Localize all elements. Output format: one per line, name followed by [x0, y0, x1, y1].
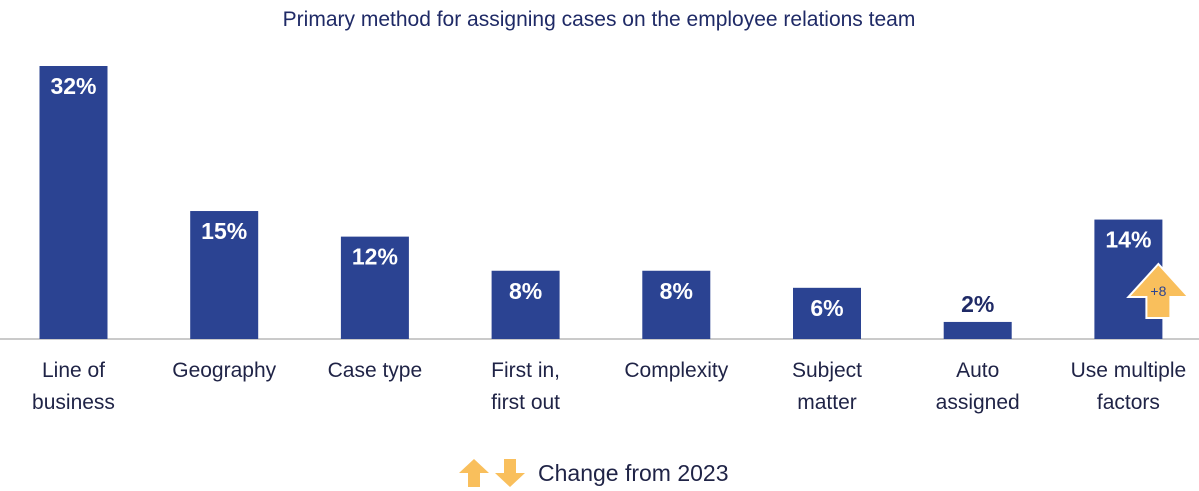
bar-value-label: 6% — [810, 295, 843, 321]
bars-group — [39, 66, 1163, 339]
arrow-up-icon — [459, 459, 489, 487]
legend: Change from 2023 — [458, 455, 729, 491]
bar-value-label: 15% — [201, 218, 247, 244]
bar — [491, 270, 560, 339]
bar-value-label: 32% — [50, 73, 96, 99]
bar — [190, 211, 259, 339]
category-label: Line of — [42, 359, 105, 382]
bar — [793, 287, 861, 339]
bar-value-label: 12% — [352, 244, 398, 270]
category-label: Geography — [172, 359, 276, 382]
legend-icons — [458, 458, 526, 488]
category-label: First in, — [491, 359, 560, 382]
bar-value-label: 8% — [660, 278, 693, 304]
category-label: Subject — [792, 359, 862, 382]
category-label: factors — [1097, 391, 1160, 414]
change-arrow-up-icon — [1126, 262, 1191, 319]
legend-label: Change from 2023 — [538, 459, 729, 486]
change-indicators-group: +8 — [1126, 262, 1191, 319]
arrow-down-icon — [495, 459, 525, 487]
category-label: business — [32, 391, 115, 414]
category-label: matter — [797, 391, 857, 414]
change-value-label: +8 — [1150, 283, 1166, 299]
bar-value-label: 2% — [961, 291, 994, 317]
value-labels-group: 32% 15% 12% 8% 8% 6% 2% 14% — [50, 73, 1151, 321]
category-label: assigned — [936, 391, 1020, 414]
chart-title: Primary method for assigning cases on th… — [283, 8, 916, 31]
bar-value-label: 8% — [509, 278, 542, 304]
category-label: Auto — [956, 359, 999, 382]
category-label: first out — [491, 391, 560, 414]
category-labels-group: Line of business Geography Case type First i… — [32, 359, 1186, 414]
bar — [39, 66, 108, 339]
category-label: Complexity — [624, 359, 728, 382]
bar-value-label: 14% — [1105, 227, 1151, 253]
bar — [340, 236, 409, 339]
category-label: Case type — [328, 359, 423, 382]
bar — [943, 321, 1012, 339]
bar-chart: Primary method for assigning cases on th… — [0, 8, 1199, 414]
bar — [642, 270, 711, 339]
category-label: Use multiple — [1071, 359, 1187, 382]
